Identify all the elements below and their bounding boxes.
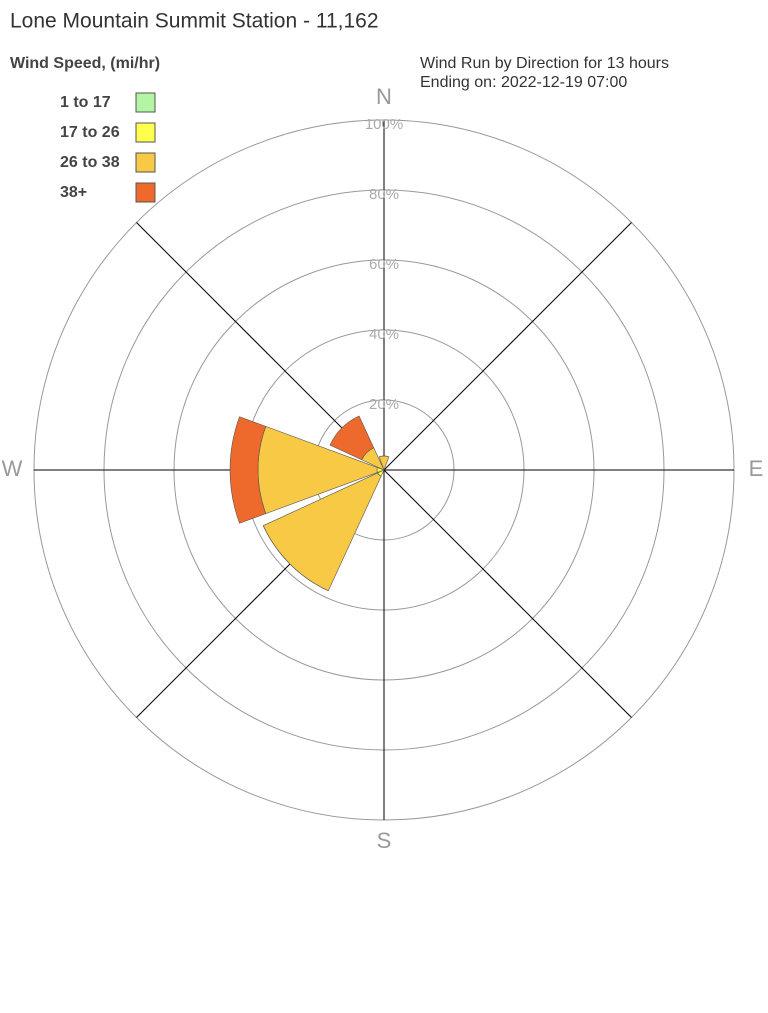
legend-swatch <box>135 182 156 203</box>
spoke <box>383 469 632 718</box>
subtitle: Ending on: 2022-12-19 07:00 <box>420 74 627 91</box>
chart-title: Lone Mountain Summit Station - 11,162 <box>10 10 379 33</box>
direction-label: N <box>376 84 392 109</box>
ring-label: 60% <box>369 256 399 273</box>
legend-swatch <box>135 152 156 173</box>
legend-label: 38+ <box>60 184 87 201</box>
legend-label: 17 to 26 <box>60 124 120 141</box>
subtitle: Wind Run by Direction for 13 hours <box>420 55 669 72</box>
wedge <box>229 416 267 524</box>
wedge <box>329 415 375 461</box>
ring-label: 40% <box>369 326 399 343</box>
legend-swatch <box>135 122 156 143</box>
spoke <box>383 222 632 471</box>
direction-label: W <box>2 456 23 481</box>
ring-label: 20% <box>369 396 399 413</box>
ring-label: 80% <box>369 186 399 203</box>
direction-label: E <box>749 456 764 481</box>
legend-label: 26 to 38 <box>60 154 120 171</box>
wedge <box>262 525 329 592</box>
ring-label: 100% <box>365 116 403 133</box>
legend-label: 1 to 17 <box>60 94 111 111</box>
legend-title: Wind Speed, (mi/hr) <box>10 55 160 72</box>
direction-label: S <box>377 828 392 853</box>
legend-swatch <box>135 92 156 113</box>
